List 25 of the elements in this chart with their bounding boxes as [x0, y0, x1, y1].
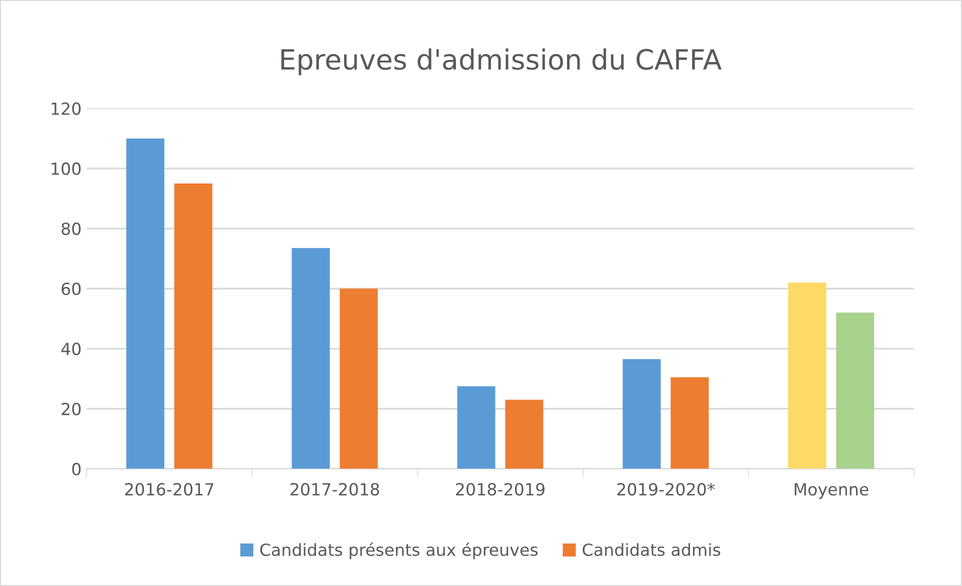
y-tick-label: 60: [62, 282, 81, 296]
bar: [622, 359, 661, 469]
bar: [292, 248, 330, 469]
chart-title: Epreuves d'admission du CAFFA: [281, 48, 722, 76]
y-tick-label: 20: [62, 402, 81, 416]
y-tick-label: 80: [62, 222, 81, 236]
bar: [670, 377, 709, 469]
x-tick-label: 2016-2017: [125, 482, 214, 496]
y-tick-label: 40: [61, 342, 81, 356]
x-tick-label: Moyenne: [794, 483, 868, 499]
bar: [340, 288, 378, 469]
y-tick-label: 100: [52, 162, 81, 176]
bar: [457, 386, 496, 469]
bar: [788, 282, 826, 469]
legend-label: Candidats présents aux épreuves: [260, 542, 538, 560]
y-tick-label: 120: [52, 102, 81, 115]
bar: [505, 400, 544, 469]
x-tick-label: 2018-2019: [456, 482, 544, 496]
bar: [174, 183, 212, 469]
x-tick-label: 2019-2020*: [617, 482, 715, 496]
legend-label: Candidats admis: [582, 543, 720, 556]
x-tick-label: 2017-2018: [290, 482, 380, 496]
y-tick-label: 0: [72, 462, 81, 476]
bar: [126, 138, 164, 469]
bar: [836, 312, 874, 469]
